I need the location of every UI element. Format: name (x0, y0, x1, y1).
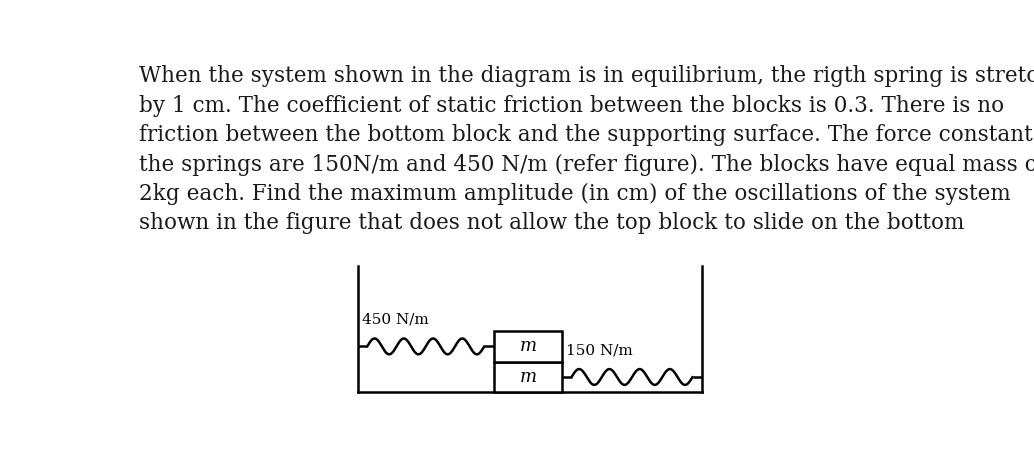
Text: When the system shown in the diagram is in equilibrium, the rigth spring is stre: When the system shown in the diagram is … (139, 65, 1034, 87)
Text: friction between the bottom block and the supporting surface. The force constant: friction between the bottom block and th… (139, 124, 1034, 146)
Bar (494, 331, 562, 361)
Text: m: m (519, 338, 537, 355)
Text: 450 N/m: 450 N/m (362, 312, 428, 326)
Text: m: m (519, 368, 537, 386)
Text: the springs are 150N/m and 450 N/m (refer figure). The blocks have equal mass of: the springs are 150N/m and 450 N/m (refe… (139, 154, 1034, 176)
Bar (494, 361, 562, 392)
Text: by 1 cm. The coefficient of static friction between the blocks is 0.3. There is : by 1 cm. The coefficient of static frict… (139, 94, 1004, 116)
Text: 150 N/m: 150 N/m (566, 343, 633, 357)
Text: 2kg each. Find the maximum amplitude (in cm) of the oscillations of the system: 2kg each. Find the maximum amplitude (in… (139, 183, 1010, 205)
Text: shown in the figure that does not allow the top block to slide on the bottom: shown in the figure that does not allow … (139, 212, 965, 234)
